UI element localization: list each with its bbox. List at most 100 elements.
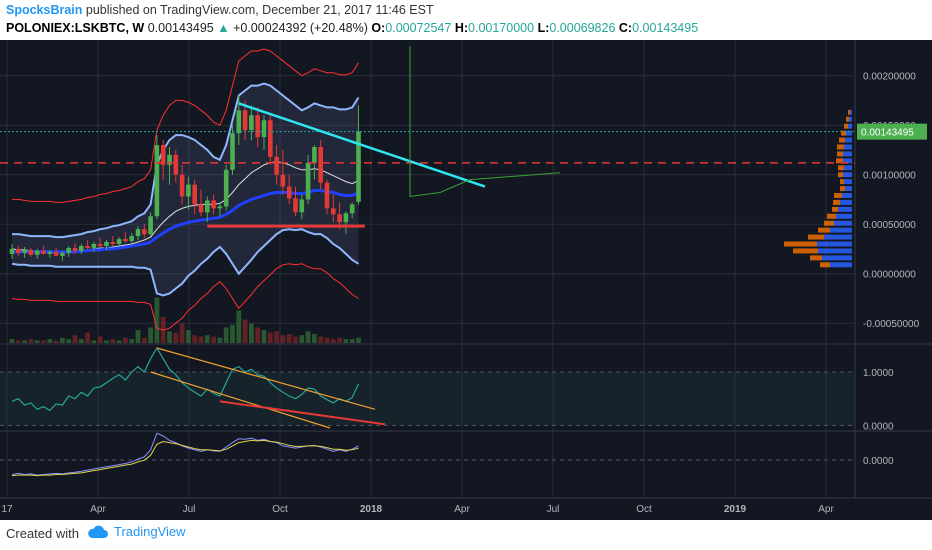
- volume-bar: [22, 340, 27, 343]
- outer-band-upper: [12, 48, 359, 203]
- candle-body: [223, 169, 229, 207]
- volume-profile-down: [824, 220, 834, 226]
- volume-bar: [167, 331, 172, 343]
- volume-profile-down: [846, 116, 849, 122]
- volume-profile-down: [810, 255, 822, 261]
- volume-bar: [123, 337, 128, 343]
- candle-body: [242, 110, 248, 131]
- volume-bar: [280, 335, 286, 343]
- time-tick-label: Oct: [272, 504, 288, 515]
- up-arrow-icon: ▲: [217, 21, 230, 35]
- tradingview-link[interactable]: TradingView: [87, 524, 186, 539]
- low-value: 0.00069826: [549, 21, 616, 35]
- candle-body: [236, 110, 242, 134]
- volume-bar: [356, 337, 361, 343]
- close-value: 0.00143495: [632, 21, 699, 35]
- created-with-text: Created with: [6, 526, 79, 541]
- price-change: +0.00024392 (+20.48%): [233, 21, 368, 35]
- volume-profile-down: [820, 262, 830, 268]
- candle-body: [312, 146, 317, 163]
- current-price-label: 0.00143495: [861, 128, 914, 139]
- volume-bar: [211, 336, 216, 343]
- candle-body: [79, 245, 84, 251]
- chart-background: [0, 40, 932, 520]
- volume-bar: [141, 337, 147, 343]
- volume-profile-up: [838, 206, 852, 212]
- volume-profile-up: [840, 199, 852, 205]
- volume-profile-down: [838, 172, 843, 178]
- volume-profile-up: [844, 179, 852, 185]
- price-tick-label: 0.00100000: [863, 171, 916, 182]
- candle-body: [9, 248, 15, 254]
- volume-bar: [9, 339, 15, 343]
- volume-profile-up: [842, 192, 852, 198]
- candle-body: [160, 145, 166, 165]
- current-price-box: [857, 123, 927, 140]
- volume-profile-down: [839, 137, 845, 143]
- candle-body: [331, 208, 336, 215]
- candle-body: [60, 252, 65, 256]
- volume-bar: [173, 332, 179, 343]
- volume-profile-down: [837, 151, 843, 157]
- chart-svg[interactable]: 0.002000000.001500000.001000000.00050000…: [0, 40, 932, 520]
- volume-profile-down: [827, 213, 836, 219]
- volume-profile-down: [838, 165, 844, 171]
- candle-body: [268, 120, 273, 157]
- candle-body: [293, 198, 298, 213]
- osc-tick-label: 0.0000: [863, 421, 894, 432]
- volume-profile-up: [834, 220, 852, 226]
- volume-bar: [72, 335, 78, 343]
- volume-bar: [236, 310, 242, 343]
- candle-body: [280, 174, 286, 187]
- volume-bar: [41, 340, 46, 343]
- volume-profile-up: [843, 151, 852, 157]
- volume-bar: [337, 337, 342, 343]
- candle-body: [135, 229, 141, 237]
- outer-band-lower: [11, 263, 359, 331]
- volume-bar: [204, 335, 210, 343]
- volume-profile-up: [846, 130, 852, 136]
- time-tick-label: Oct: [636, 504, 652, 515]
- candle-body: [356, 131, 361, 202]
- volume-bar: [318, 336, 324, 343]
- bollinger-upper: [12, 82, 360, 239]
- volume-profile-down: [844, 123, 848, 129]
- candle-body: [173, 154, 179, 175]
- symbol-line: POLONIEX:LSKBTC, W 0.00143495 ▲ +0.00024…: [6, 21, 698, 35]
- volume-bar: [116, 340, 122, 343]
- volume-profile-down: [840, 179, 844, 185]
- volume-bar: [343, 339, 349, 343]
- candle-body: [337, 214, 342, 223]
- volume-profile-up: [836, 213, 852, 219]
- volume-bar: [242, 319, 248, 343]
- candle-body: [129, 236, 134, 242]
- volume-bar: [66, 339, 72, 343]
- candle-body: [211, 200, 216, 209]
- candle-body: [16, 248, 21, 253]
- volume-profile-up: [848, 123, 852, 129]
- candle-body: [349, 204, 355, 214]
- candle-body: [305, 162, 311, 200]
- volume-bar: [230, 324, 235, 343]
- candle-body: [167, 154, 172, 165]
- low-label: L:: [537, 21, 550, 35]
- volume-bar: [349, 339, 355, 343]
- volume-profile-down: [833, 199, 840, 205]
- author-link[interactable]: SpocksBrain: [6, 3, 83, 17]
- high-label: H:: [454, 21, 469, 35]
- volume-profile-down: [840, 186, 845, 192]
- osc-line: [11, 346, 360, 412]
- candle-body: [28, 249, 34, 255]
- volume-profile-down: [808, 234, 824, 240]
- volume-bar: [223, 327, 229, 343]
- volume-bar: [299, 335, 305, 343]
- volume-profile-down: [818, 227, 830, 233]
- chart-area[interactable]: 0.002000000.001500000.001000000.00050000…: [0, 40, 932, 520]
- last-price: 0.00143495: [147, 21, 214, 35]
- candle-body: [34, 250, 40, 255]
- candle-body: [343, 213, 349, 223]
- candle-body: [91, 244, 97, 248]
- open-value: 0.00072547: [385, 21, 452, 35]
- volume-bar: [312, 333, 317, 343]
- candle-body: [249, 115, 254, 131]
